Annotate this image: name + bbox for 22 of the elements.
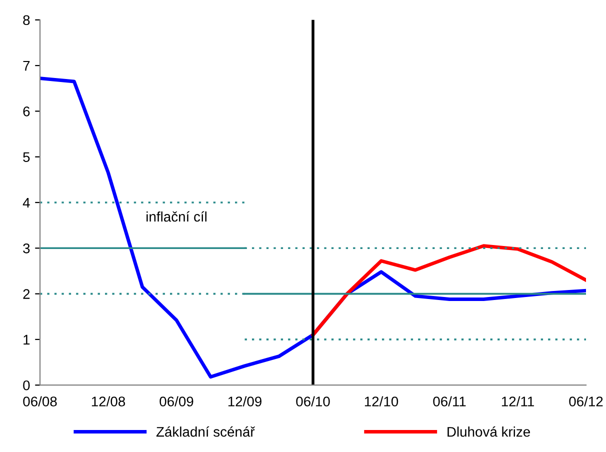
x-tick-label: 06/11: [433, 396, 466, 406]
y-tick-label: 1: [24, 334, 30, 344]
y-tick-label: 8: [23, 15, 30, 26]
y-tick-label: 0: [23, 380, 30, 390]
annotation: inflační cíl: [146, 211, 206, 222]
x-tick-label: 06/09: [160, 396, 194, 406]
y-tick-label: 6: [23, 106, 30, 116]
x-tick-label: 12/09: [228, 396, 262, 406]
line-series: [311, 244, 586, 337]
y-tick-label: 4: [22, 198, 30, 208]
x-tick-label: 12/10: [364, 396, 398, 406]
legend-label: Základní scénář: [156, 426, 256, 437]
y-tick-label: 7: [23, 61, 30, 71]
y-tick-label: 5: [23, 152, 30, 162]
legend-label: Dluhová krize: [448, 426, 530, 437]
x-tick-label: 06/12: [569, 396, 603, 406]
x-tick-label: 06/08: [23, 396, 57, 406]
x-tick-label: 12/11: [502, 396, 534, 406]
y-tick-label: 3: [23, 243, 30, 254]
y-tick-label: 2: [23, 289, 30, 299]
x-tick-label: 12/08: [92, 396, 126, 406]
x-tick-label: 06/10: [296, 396, 330, 406]
